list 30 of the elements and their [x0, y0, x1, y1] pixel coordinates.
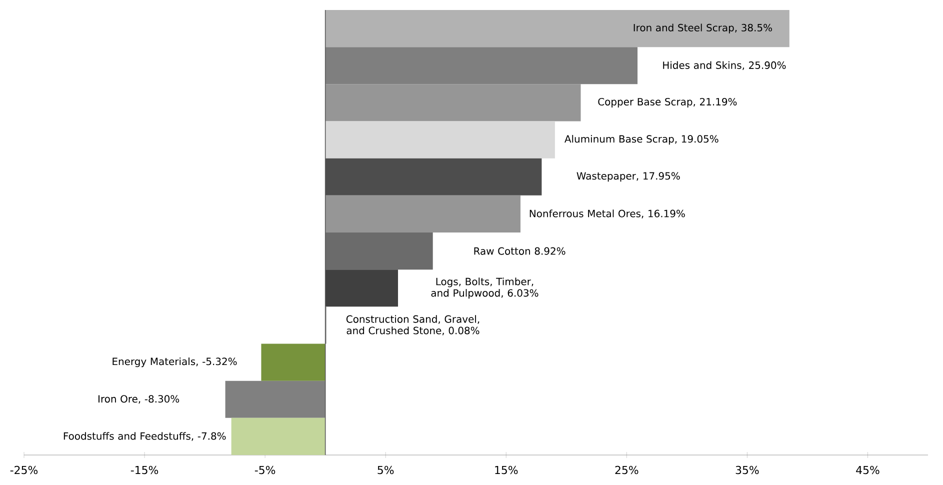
annotation: Iron Ore, -8.30%	[98, 395, 180, 404]
annotation: Iron and Steel Scrap, 38.5%	[634, 24, 772, 34]
x-tick-label: 5%	[378, 466, 394, 474]
annotation: Wastepaper, 17.95%	[576, 172, 680, 182]
annotation: Hides and Skins, 25.90%	[663, 61, 786, 70]
bar	[325, 10, 790, 48]
bar	[325, 47, 638, 84]
annotation: Logs, Bolts, Timber, and Pulpwood, 6.03%	[431, 278, 538, 299]
annotation: Raw Cotton 8.92%	[474, 247, 566, 255]
bar	[325, 84, 581, 122]
x-tick-label: -15%	[130, 466, 158, 474]
bar	[225, 380, 326, 418]
annotation: Copper Base Scrap, 21.19%	[598, 98, 737, 108]
bar	[231, 418, 326, 456]
annotation: Foodstuffs and Feedstuffs, -7.8%	[64, 432, 226, 441]
x-tick-label: 45%	[856, 466, 880, 474]
bar	[261, 344, 326, 381]
bar	[325, 232, 433, 270]
annotation: Construction Sand, Gravel, and Crushed Stone, 0.08%	[346, 315, 480, 336]
x-tick-label: -25%	[10, 466, 38, 474]
bar	[325, 121, 555, 158]
x-tick-label: 25%	[615, 466, 638, 474]
x-tick-label: -5%	[254, 466, 276, 474]
x-tick-label: 35%	[736, 466, 759, 474]
annotation: Aluminum Base Scrap, 19.05%	[564, 134, 718, 145]
bar	[325, 270, 398, 307]
annotation: Nonferrous Metal Ores, 16.19%	[530, 210, 685, 218]
bar	[325, 195, 520, 233]
annotation: Energy Materials, -5.32%	[112, 357, 237, 368]
x-tick-label: 15%	[495, 466, 518, 474]
